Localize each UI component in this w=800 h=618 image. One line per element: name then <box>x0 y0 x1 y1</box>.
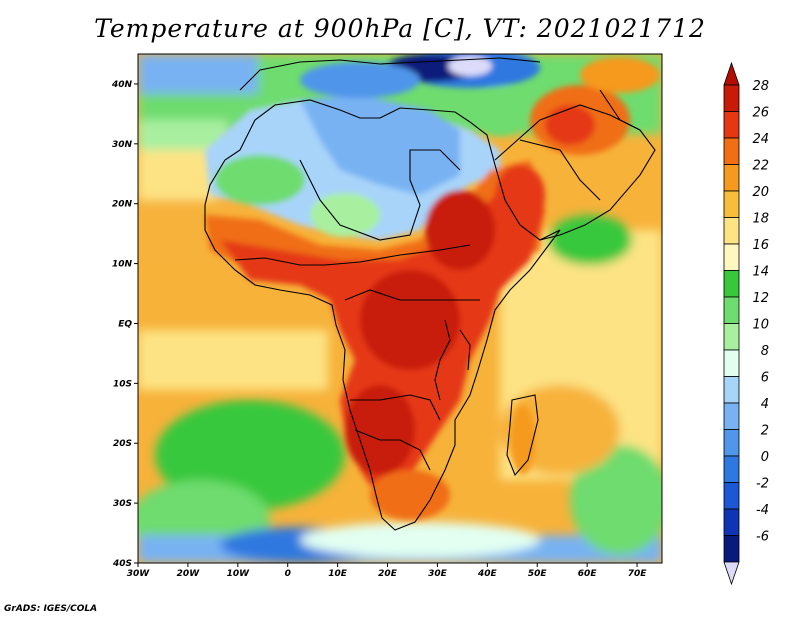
lat-tick-label: 30N <box>112 140 133 150</box>
colorbar-swatch <box>723 508 740 536</box>
colorbar-label: 24 <box>752 132 769 147</box>
arabian-sea-green <box>548 215 632 265</box>
colorbar-label: 4 <box>761 397 769 412</box>
south-africa-warm <box>370 470 450 520</box>
lon-tick-label: 60E <box>578 569 598 579</box>
colorbar-swatch <box>723 429 740 457</box>
colorbar-label: 20 <box>752 185 769 200</box>
sahara-borders <box>299 149 461 241</box>
map-frame <box>137 53 663 564</box>
colorbar-top-arrow <box>723 61 740 86</box>
colorbar-swatch <box>723 376 740 404</box>
chad-green <box>310 193 380 237</box>
north-atlantic-cool <box>138 54 258 94</box>
atlantic-mid-ocean <box>138 150 218 205</box>
colorbar-label: 0 <box>761 450 769 465</box>
great-lakes-border <box>434 319 451 401</box>
colorbar-swatch <box>723 164 740 192</box>
colorbar-swatch <box>723 349 740 377</box>
lon-tick-label: 20E <box>378 569 398 579</box>
colorbar-label: 18 <box>752 212 769 227</box>
lon-tick-label: 10E <box>328 569 348 579</box>
lat-tick-label: 40S <box>112 559 132 569</box>
southern-africa-hottest <box>345 385 415 475</box>
south-atlantic-warm <box>138 330 328 390</box>
colorbar-swatch <box>723 137 740 165</box>
lon-tick-label: 0 <box>285 569 291 579</box>
lat-tick-label: 20S <box>113 439 132 449</box>
lon-tick-label: 30E <box>428 569 448 579</box>
southern-borders-1 <box>350 394 441 421</box>
colorbar-label: -4 <box>756 503 769 518</box>
saudi-hot <box>495 165 545 225</box>
colorbar-swatch <box>723 111 740 139</box>
colorbar-swatch <box>723 190 740 218</box>
rift-border <box>459 329 471 371</box>
lat-tick-label: 10N <box>112 260 133 270</box>
europe-coastline <box>239 57 541 91</box>
lon-tick-label: 10W <box>227 569 251 579</box>
colorbar-label: 16 <box>752 238 769 253</box>
latitude-axis: 40N 30N 20N 10N EQ 10S 20S 30S 40S <box>111 80 138 569</box>
lat-tick-label: 20N <box>112 200 133 210</box>
libya-egypt-blue <box>300 95 460 195</box>
south-indian-green <box>570 445 662 555</box>
colorbar-swatch <box>723 323 740 351</box>
colorbar-label: 6 <box>761 371 769 386</box>
colorbar-label: 10 <box>752 318 769 333</box>
colorbar-label: 14 <box>752 265 769 280</box>
central-borders <box>344 289 480 301</box>
southern-ocean-cyan <box>300 522 540 558</box>
colorbar-swatch <box>723 217 740 245</box>
lat-tick-label: 30S <box>113 499 132 509</box>
temperature-field <box>138 54 662 563</box>
colorbar-label: -6 <box>756 530 769 545</box>
madagascar-warm <box>511 405 535 475</box>
colorbar-label: 26 <box>752 106 769 121</box>
lat-tick-label: 40N <box>111 80 133 90</box>
grads-credit: GrADS: IGES/COLA <box>4 604 98 614</box>
lat-tick-label: 10S <box>113 379 132 389</box>
west-sahara-green <box>215 155 305 205</box>
colorbar-swatch <box>723 243 740 271</box>
madagascar-coastline <box>506 394 539 477</box>
africa-coastline <box>204 99 561 531</box>
southern-borders-2 <box>354 429 431 471</box>
colorbar-swatch <box>723 296 740 324</box>
lon-tick-label: 40E <box>477 569 498 579</box>
colorbar-swatch <box>723 535 740 563</box>
lat-tick-label: EQ <box>118 319 132 329</box>
colorbar-swatch <box>723 402 740 430</box>
ethiopia-hot <box>425 190 495 270</box>
lon-tick-label: 30W <box>127 569 151 579</box>
colorbar-label: 22 <box>752 159 769 174</box>
coastlines <box>204 57 656 531</box>
colorbar-swatch <box>723 482 740 510</box>
iran-hot <box>545 105 595 145</box>
colorbar-swatch <box>723 84 740 112</box>
lon-tick-label: 70E <box>628 569 648 579</box>
lon-tick-label: 50E <box>528 569 548 579</box>
levant-green <box>475 85 525 135</box>
longitude-axis: 30W 20W 10W 0 10E 20E 30E 40E 50E 60E 70E <box>127 563 647 579</box>
arabia-coastline <box>494 104 656 241</box>
colorbar-label: -2 <box>756 477 769 492</box>
colorbar-label: 8 <box>761 344 769 359</box>
colorbar-swatch <box>723 270 740 298</box>
cold-core-lavender <box>448 56 492 76</box>
colorbar-bottom-arrow <box>723 561 740 586</box>
med-blue <box>300 62 420 98</box>
iran-border <box>599 89 641 131</box>
sahel-border <box>234 244 471 266</box>
lon-tick-label: 20W <box>177 569 201 579</box>
colorbar-swatch <box>723 455 740 483</box>
colorbar-label: 12 <box>752 291 769 306</box>
colorbar-label: 2 <box>761 424 769 439</box>
caspian-warm <box>580 57 660 93</box>
arabia-borders <box>519 139 601 201</box>
colorbar-label: 28 <box>752 79 769 94</box>
map-title: Temperature at 900hPa [C], VT: 202102171… <box>94 14 706 43</box>
